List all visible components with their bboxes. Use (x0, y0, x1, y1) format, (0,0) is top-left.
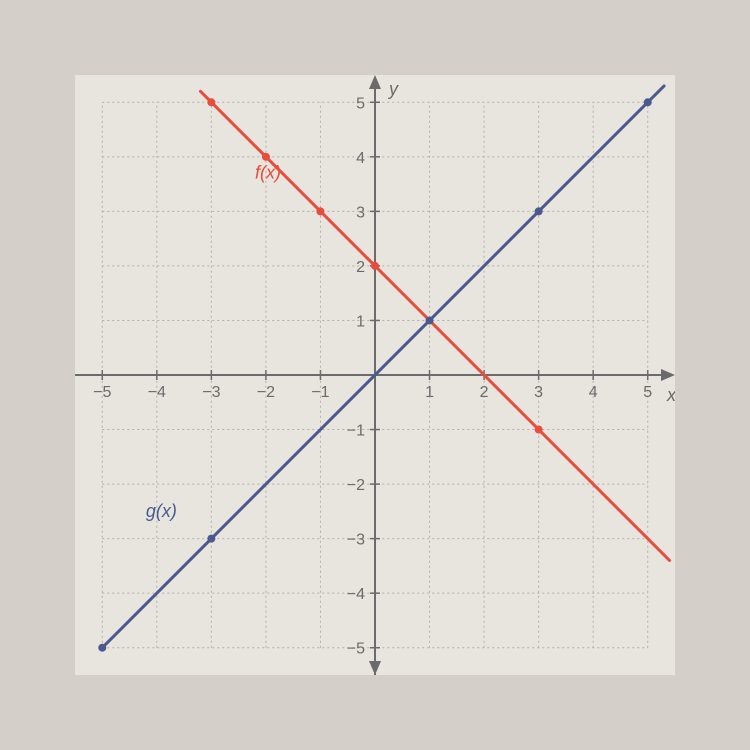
x-tick-label: 1 (425, 384, 434, 401)
x-tick-label: 3 (534, 384, 543, 401)
y-tick-label: −2 (347, 477, 365, 494)
x-tick-label: −2 (257, 384, 275, 401)
y-tick-label: −1 (347, 423, 365, 440)
x-tick-label: −1 (311, 384, 329, 401)
y-tick-label: −3 (347, 532, 365, 549)
series-label-g: g(x) (146, 501, 177, 521)
series-point-f (371, 262, 379, 270)
y-tick-label: 5 (356, 95, 365, 112)
y-tick-label: 4 (356, 150, 365, 167)
y-tick-label: −5 (347, 641, 365, 658)
series-point-f (262, 153, 270, 161)
series-point-g (426, 316, 434, 324)
series-point-f (535, 426, 543, 434)
x-axis-label: x (666, 385, 675, 405)
series-point-f (316, 207, 324, 215)
series-point-g (98, 644, 106, 652)
series-point-g (644, 98, 652, 106)
series-point-g (207, 535, 215, 543)
y-axis-label: y (387, 79, 399, 99)
graph-svg: −5−4−3−2−112345−5−4−3−2−112345xyf(x)g(x) (75, 75, 675, 675)
y-tick-label: 2 (356, 259, 365, 276)
coordinate-graph: −5−4−3−2−112345−5−4−3−2−112345xyf(x)g(x) (75, 75, 675, 675)
x-tick-label: 2 (480, 384, 489, 401)
series-point-g (535, 207, 543, 215)
series-label-f: f(x) (255, 163, 281, 183)
y-tick-label: −4 (347, 586, 365, 603)
x-tick-label: 4 (589, 384, 598, 401)
x-tick-label: −3 (202, 384, 220, 401)
x-tick-label: 5 (643, 384, 652, 401)
series-point-f (207, 98, 215, 106)
x-tick-label: −5 (93, 384, 111, 401)
y-tick-label: 3 (356, 204, 365, 221)
y-tick-label: 1 (356, 313, 365, 330)
x-tick-label: −4 (148, 384, 166, 401)
